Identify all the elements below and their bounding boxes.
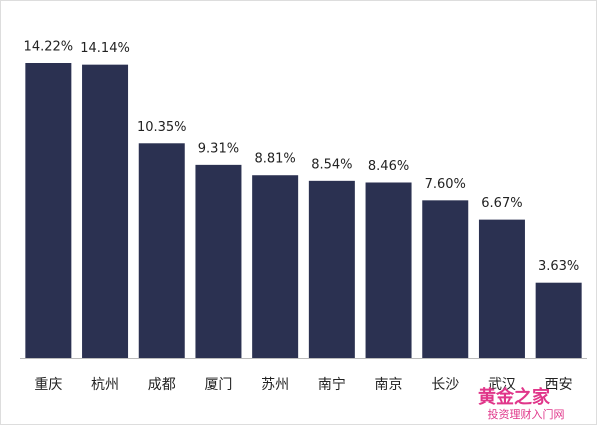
x-tick-label: 厦门 xyxy=(204,377,232,393)
value-label: 14.14% xyxy=(80,41,130,56)
value-label: 8.54% xyxy=(311,157,352,172)
watermark-subtitle: 投资理财入门网 xyxy=(488,407,565,421)
x-tick-label: 南宁 xyxy=(318,376,346,393)
value-label: 6.67% xyxy=(481,196,522,211)
value-label: 8.46% xyxy=(368,159,409,174)
value-label: 14.22% xyxy=(24,40,74,55)
x-tick-label: 武汉 xyxy=(488,377,516,393)
bar xyxy=(478,219,525,358)
x-tick-label: 西安 xyxy=(545,377,573,393)
watermark-title: 黄金之家 xyxy=(478,386,551,408)
value-label: 8.81% xyxy=(254,152,295,167)
x-tick-label: 杭州 xyxy=(91,377,119,393)
x-tick-label: 苏州 xyxy=(261,377,289,393)
bar xyxy=(252,175,299,358)
bar xyxy=(365,182,412,358)
x-tick-label: 重庆 xyxy=(34,377,62,393)
value-label: 7.60% xyxy=(425,177,466,192)
bar xyxy=(422,200,469,358)
x-tick-label: 长沙 xyxy=(431,377,459,393)
bar xyxy=(82,64,129,358)
bar xyxy=(25,63,72,358)
bar xyxy=(138,143,185,358)
value-label: 3.63% xyxy=(538,259,579,274)
bar xyxy=(308,180,355,358)
value-label: 10.35% xyxy=(137,120,187,135)
x-tick-label: 成都 xyxy=(148,377,176,393)
value-label: 9.31% xyxy=(198,141,239,156)
x-tick-label: 南京 xyxy=(375,377,403,393)
bar xyxy=(195,164,242,358)
bar xyxy=(535,282,582,358)
